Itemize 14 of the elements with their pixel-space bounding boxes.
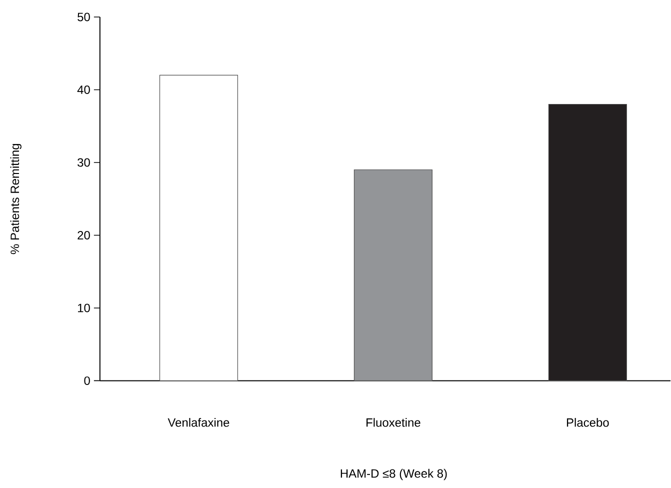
x-tick-label: Placebo: [566, 418, 609, 427]
y-tick-label: 20: [78, 231, 90, 240]
x-tick-label: Venlafaxine: [168, 418, 230, 427]
y-tick-label: 10: [78, 304, 90, 312]
y-tick-label: 40: [77, 86, 90, 94]
x-axis-title: HAM-D ≤8 (Week 8): [340, 469, 447, 480]
x-tick-label: Fluoxetine: [366, 418, 420, 427]
y-axis-title: % Patients Remitting: [10, 144, 22, 254]
y-tick-label: 30: [78, 158, 90, 167]
bar: [354, 170, 432, 382]
y-tick-label: 50: [78, 12, 90, 22]
y-tick-label: 0: [84, 376, 90, 386]
bar: [548, 104, 627, 382]
bar: [159, 75, 238, 382]
